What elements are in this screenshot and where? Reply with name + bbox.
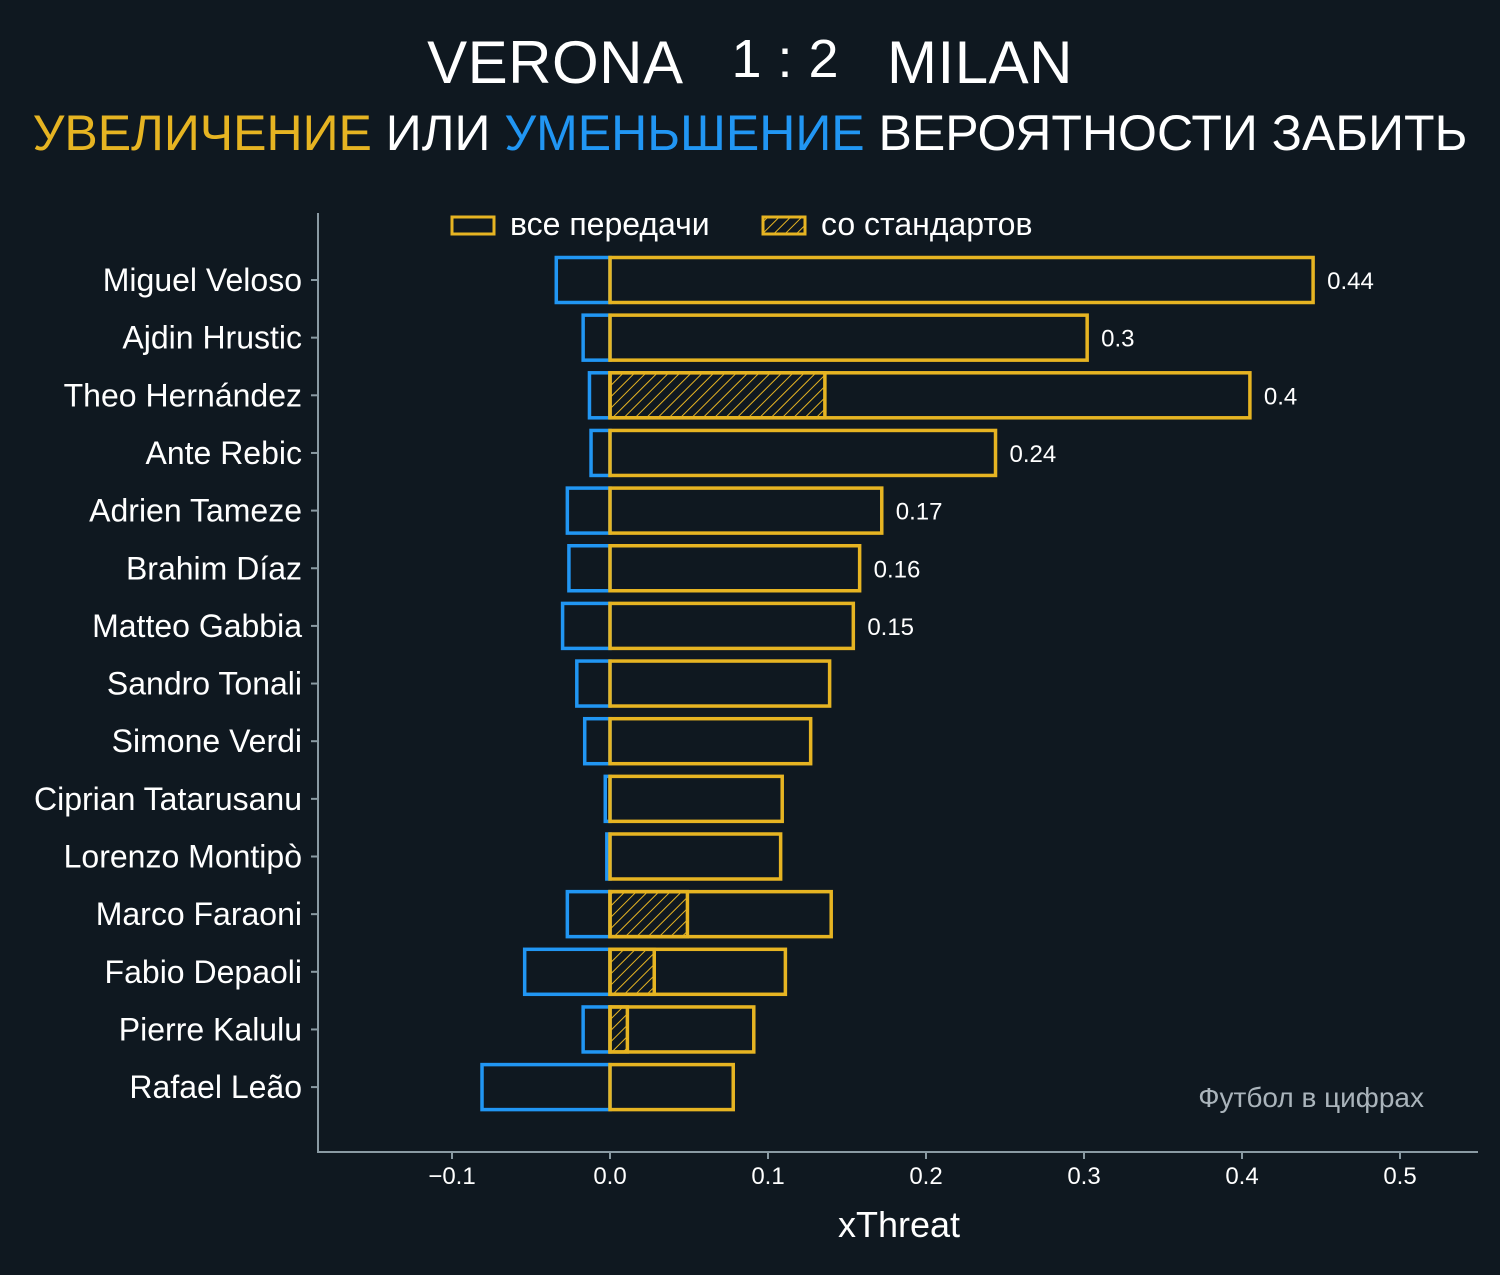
bar-all-passes [608,486,884,535]
bar-decrease [560,601,612,651]
bar-decrease [565,889,612,939]
subtitle-rest: ВЕРОЯТНОСТИ ЗАБИТЬ [878,105,1468,161]
value-label: 0.3 [1101,326,1134,353]
chart-subtitle: УВЕЛИЧЕНИЕ ИЛИ УМЕНЬШЕНИЕ ВЕРОЯТНОСТИ ЗА… [0,104,1500,162]
legend-label-all-passes: все передачи [510,206,710,242]
legend-swatch-set-pieces [761,215,807,236]
value-label: 0.4 [1264,383,1297,410]
value-labels: 0.44 0.3 0.4 0.24 0.17 0.16 0.15 [867,268,1373,641]
axes [317,213,1478,1153]
y-tick-label: Rafael Leão [129,1069,302,1105]
away-team: MILAN [887,29,1073,96]
subtitle-or: ИЛИ [385,105,491,161]
bar-decrease [575,659,612,708]
bar-set-pieces [608,889,690,939]
x-tick-label: 0.3 [1067,1163,1100,1190]
y-tick-label: Lorenzo Montipò [64,839,302,875]
bar-decrease [567,544,612,593]
bar-all-passes [608,1005,756,1054]
chart-title: VERONA 1 : 2 MILAN [0,28,1500,97]
bar-all-passes [608,774,784,824]
value-label: 0.16 [874,556,921,583]
bar-decrease [589,428,612,478]
bar-all-passes [608,428,998,478]
x-tick-label: 0.2 [909,1163,942,1190]
bar-all-passes [608,601,856,651]
y-axis-labels: Miguel Veloso Ajdin Hrustic Theo Hernández… [34,262,318,1105]
value-label: 0.17 [896,499,943,526]
y-tick-label: Marco Faraoni [96,896,302,932]
credit-watermark: Футбол в цифрах [1198,1082,1424,1113]
bar-decrease [581,313,612,362]
x-tick-label: 0.4 [1225,1163,1258,1190]
y-tick-label: Pierre Kalulu [119,1011,302,1047]
bar-decrease [522,947,612,997]
x-tick-label: 0.5 [1383,1163,1416,1190]
bar-decrease [582,716,612,766]
bar-set-pieces [608,1005,630,1054]
legend: все передачи со стандартов [450,206,1032,242]
y-tick-label: Ante Rebic [145,435,302,471]
y-tick-label: Theo Hernández [64,377,302,413]
x-axis-ticks: −0.1 0.0 0.1 0.2 0.3 0.4 0.5 [428,1152,1417,1190]
match-score: 1 : 2 [731,29,840,89]
bar-all-passes [608,544,862,593]
bar-all-passes [608,1062,735,1112]
y-tick-label: Simone Verdi [112,723,302,759]
bar-decrease [565,486,612,535]
bar-decrease [554,255,612,305]
y-tick-label: Ciprian Tatarusanu [34,781,302,817]
bars [480,255,1315,1112]
bar-all-passes [608,659,832,708]
value-label: 0.44 [1327,268,1374,295]
x-tick-label: −0.1 [428,1163,475,1190]
legend-swatch-all-passes [450,215,496,236]
subtitle-decrease: УМЕНЬШЕНИЕ [504,105,865,161]
home-team: VERONA [427,29,684,96]
subtitle-increase: УВЕЛИЧЕНИЕ [32,105,372,161]
bar-all-passes [608,313,1089,362]
y-tick-label: Miguel Veloso [103,262,302,298]
x-tick-label: 0.0 [593,1163,626,1190]
bar-decrease [581,1005,612,1054]
legend-label-set-pieces: со стандартов [821,206,1032,242]
bar-all-passes [608,255,1315,305]
bar-all-passes [608,889,833,939]
bar-all-passes [608,716,813,766]
y-tick-label: Adrien Tameze [89,493,302,529]
bar-decrease [480,1062,612,1112]
bar-set-pieces [608,371,827,420]
x-tick-label: 0.1 [751,1163,784,1190]
bar-decrease [587,371,612,420]
bar-set-pieces [608,947,656,997]
bar-all-passes [608,947,788,997]
value-label: 0.15 [867,614,914,641]
y-tick-label: Brahim Díaz [126,550,302,586]
y-tick-label: Sandro Tonali [107,666,302,702]
bar-all-passes [608,832,783,881]
y-tick-label: Matteo Gabbia [92,608,302,644]
y-tick-label: Ajdin Hrustic [122,320,302,356]
value-label: 0.24 [1010,441,1057,468]
x-axis-label: xThreat [838,1204,960,1245]
bar-all-passes [608,371,1252,420]
y-tick-label: Fabio Depaoli [105,954,302,990]
